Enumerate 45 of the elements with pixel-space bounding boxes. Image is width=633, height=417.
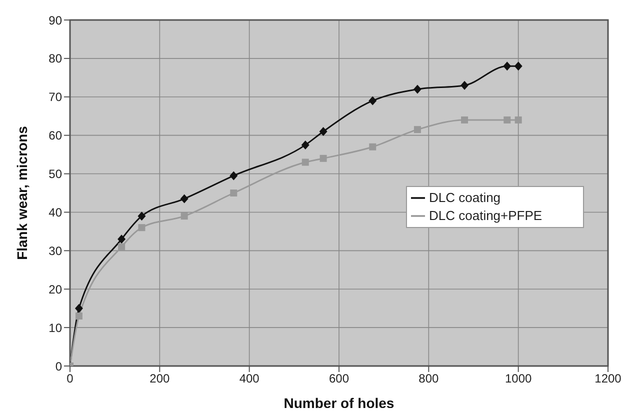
point — [320, 154, 327, 162]
point — [504, 116, 511, 124]
point — [74, 304, 83, 313]
point — [302, 158, 309, 166]
x-tick-label: 600 — [328, 372, 350, 386]
point — [514, 62, 522, 71]
y-tick-label: 10 — [48, 320, 62, 335]
point — [514, 116, 522, 124]
y-tick-label: 90 — [48, 13, 62, 28]
point — [138, 224, 146, 232]
point — [118, 234, 126, 244]
x-tick-label: 800 — [418, 372, 439, 386]
point — [75, 312, 82, 320]
y-tick-label: 40 — [48, 205, 62, 220]
x-tick-label: 0 — [66, 372, 74, 386]
point — [503, 62, 512, 71]
y-tick-label: 20 — [48, 282, 62, 296]
point — [369, 143, 376, 150]
point — [180, 212, 188, 220]
point — [368, 96, 377, 106]
y-tick-label: 60 — [48, 128, 62, 143]
legend-label: DLC coating+PFPE — [429, 208, 542, 223]
x-tick-label: 1200 — [594, 372, 622, 386]
point — [461, 116, 468, 124]
x-tick-label: 1000 — [504, 372, 532, 386]
y-tick-label: 80 — [48, 52, 62, 66]
y-tick-label: 30 — [48, 244, 62, 258]
point — [301, 140, 310, 150]
y-tick-label: 70 — [48, 90, 62, 104]
point — [180, 194, 188, 204]
x-axis-title: Number of holes — [284, 395, 394, 411]
point — [413, 84, 422, 94]
point — [319, 126, 328, 136]
point — [414, 126, 421, 134]
point — [118, 243, 126, 250]
point — [138, 212, 146, 221]
y-tick-label: 0 — [55, 359, 62, 374]
y-axis-title: Flank wear, microns — [14, 126, 30, 260]
point — [460, 80, 469, 90]
legend-label: DLC coating — [429, 190, 501, 205]
point — [230, 190, 238, 196]
x-tick-label: 400 — [239, 372, 260, 386]
x-tick-label: 200 — [150, 372, 170, 386]
y-tick-label: 50 — [48, 167, 62, 182]
point — [230, 171, 238, 180]
